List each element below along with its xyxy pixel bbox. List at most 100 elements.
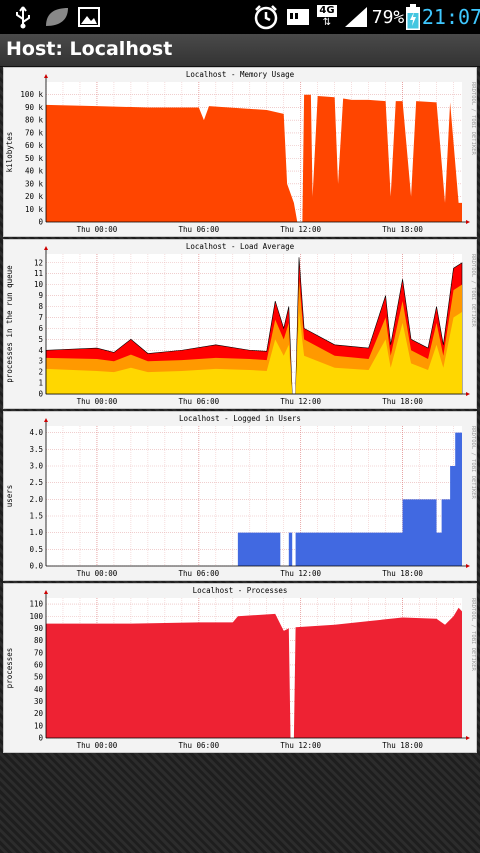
y-axis-arrow xyxy=(44,74,48,78)
y-tick-label: 100 k xyxy=(20,90,43,99)
chart-processes: Localhost - Processes 0 10 20 30 40 50 60 70 80 90… xyxy=(5,586,476,750)
y-tick-label: 11 xyxy=(34,269,43,278)
y-tick-label: 0 xyxy=(38,390,43,399)
y-axis-label: processes xyxy=(5,648,14,689)
y-tick-label: 0 xyxy=(38,218,43,227)
series-area xyxy=(46,94,462,222)
y-tick-label: 110 xyxy=(29,600,43,609)
clock: 21:07 xyxy=(421,5,480,29)
rrdtool-watermark: RRDTOOL / TOBI OETIKER xyxy=(470,598,476,672)
series-area xyxy=(46,279,462,394)
y-tick-label: 3.0 xyxy=(29,462,43,471)
chart-title: Localhost - Memory Usage xyxy=(186,70,295,79)
y-tick-label: 4 xyxy=(38,346,43,355)
x-tick-label: Thu 18:00 xyxy=(382,741,423,750)
x-tick-label: Thu 12:00 xyxy=(280,741,321,750)
chart-title: Localhost - Logged in Users xyxy=(179,414,301,423)
y-tick-label: 60 xyxy=(34,660,44,669)
y-axis-label: users xyxy=(5,485,14,508)
rrdtool-watermark: RRDTOOL / TOBI OETIKER xyxy=(470,426,476,500)
page-title: Host: Localhost xyxy=(6,38,173,60)
signal-icon xyxy=(342,0,370,34)
y-tick-label: 50 k xyxy=(25,154,44,163)
x-tick-label: Thu 00:00 xyxy=(77,741,118,750)
y-tick-label: 70 k xyxy=(25,128,44,137)
y-tick-label: 9 xyxy=(38,291,43,300)
x-tick-label: Thu 06:00 xyxy=(178,397,219,406)
x-tick-label: Thu 12:00 xyxy=(280,225,321,234)
x-tick-label: Thu 06:00 xyxy=(178,741,219,750)
chart-memory-usage: Localhost - Memory Usage 0 10 k 20 k 30 k 40 … xyxy=(5,70,476,234)
x-axis-arrow xyxy=(466,220,470,224)
x-tick-label: Thu 06:00 xyxy=(178,569,219,578)
y-tick-label: 80 k xyxy=(25,116,44,125)
network-4g-icon: 4G ⇅ xyxy=(317,5,337,28)
x-tick-label: Thu 06:00 xyxy=(178,225,219,234)
series-area xyxy=(46,607,462,738)
y-tick-label: 1.5 xyxy=(29,512,43,521)
y-tick-label: 3 xyxy=(38,357,43,366)
x-axis-arrow xyxy=(466,736,470,740)
y-tick-label: 40 xyxy=(34,685,44,694)
chart-panel-processes[interactable]: Localhost - Processes 0 10 20 30 40 50 60 70 80 90… xyxy=(3,583,477,753)
y-tick-label: 5 xyxy=(38,335,43,344)
y-axis-arrow xyxy=(44,418,48,422)
y-tick-label: 8 xyxy=(38,302,43,311)
y-tick-label: 10 k xyxy=(25,205,44,214)
rrdtool-watermark: RRDTOOL / TOBI OETIKER xyxy=(470,82,476,156)
y-tick-label: 0.5 xyxy=(29,545,43,554)
chart-load-average: Localhost - Load Average0123456789101112… xyxy=(5,242,476,406)
x-tick-label: Thu 00:00 xyxy=(77,569,118,578)
y-tick-label: 0 xyxy=(38,734,43,743)
battery-charging-icon xyxy=(404,0,422,34)
y-tick-label: 7 xyxy=(38,313,43,322)
y-tick-label: 2.0 xyxy=(29,495,43,504)
y-axis-arrow xyxy=(44,246,48,250)
x-axis-arrow xyxy=(466,392,470,396)
x-tick-label: Thu 00:00 xyxy=(77,225,118,234)
y-tick-label: 12 xyxy=(34,258,43,267)
y-tick-label: 10 xyxy=(34,721,44,730)
chart-panel-load[interactable]: Localhost - Load Average 0 1 2 3 4 5 6 7 8 9 10 11 12… xyxy=(3,239,477,409)
usb-icon xyxy=(8,0,38,34)
chart-panel-users[interactable]: Localhost - Logged in Users 0.0 0.5 1.0 1.5 2… xyxy=(3,411,477,581)
x-tick-label: Thu 18:00 xyxy=(382,225,423,234)
image-icon xyxy=(76,0,102,34)
y-tick-label: 20 xyxy=(34,709,44,718)
y-tick-label: 2.5 xyxy=(29,478,43,487)
y-tick-label: 1 xyxy=(38,379,43,388)
y-tick-label: 3.5 xyxy=(29,445,43,454)
sd-card-icon xyxy=(284,0,312,34)
status-bar: 4G ⇅ 79% 21:07 xyxy=(0,0,480,34)
rrdtool-watermark: RRDTOOL / TOBI OETIKER xyxy=(470,254,476,328)
y-tick-label: 90 xyxy=(34,624,44,633)
y-tick-label: 1.0 xyxy=(29,528,43,537)
x-tick-label: Thu 18:00 xyxy=(382,569,423,578)
leaf-icon xyxy=(42,0,72,34)
y-tick-label: 50 xyxy=(34,673,44,682)
y-axis-label: processes in the run queue xyxy=(5,265,14,383)
y-axis-label: kilobytes xyxy=(5,132,14,173)
battery-percent: 79% xyxy=(371,6,405,28)
y-tick-label: 20 k xyxy=(25,192,44,201)
series-area xyxy=(46,311,462,394)
x-tick-label: Thu 12:00 xyxy=(280,569,321,578)
series-area xyxy=(46,432,462,566)
y-tick-label: 100 xyxy=(29,612,43,621)
y-tick-label: 4.0 xyxy=(29,428,43,437)
y-tick-label: 30 xyxy=(34,697,44,706)
x-tick-label: Thu 00:00 xyxy=(77,397,118,406)
y-tick-label: 2 xyxy=(38,368,43,377)
y-tick-label: 30 k xyxy=(25,179,44,188)
alarm-icon xyxy=(252,0,280,34)
y-tick-label: 6 xyxy=(38,324,43,333)
x-tick-label: Thu 18:00 xyxy=(382,397,423,406)
y-tick-label: 10 xyxy=(34,280,44,289)
y-tick-label: 80 xyxy=(34,636,44,645)
chart-title: Localhost - Load Average xyxy=(186,242,295,251)
y-axis-arrow xyxy=(44,590,48,594)
y-tick-label: 90 k xyxy=(25,103,44,112)
chart-panel-memory[interactable]: Localhost - Memory Usage 0 10 k 20 k 30 k 40 … xyxy=(3,67,477,237)
y-tick-label: 60 k xyxy=(25,141,44,150)
x-tick-label: Thu 12:00 xyxy=(280,397,321,406)
